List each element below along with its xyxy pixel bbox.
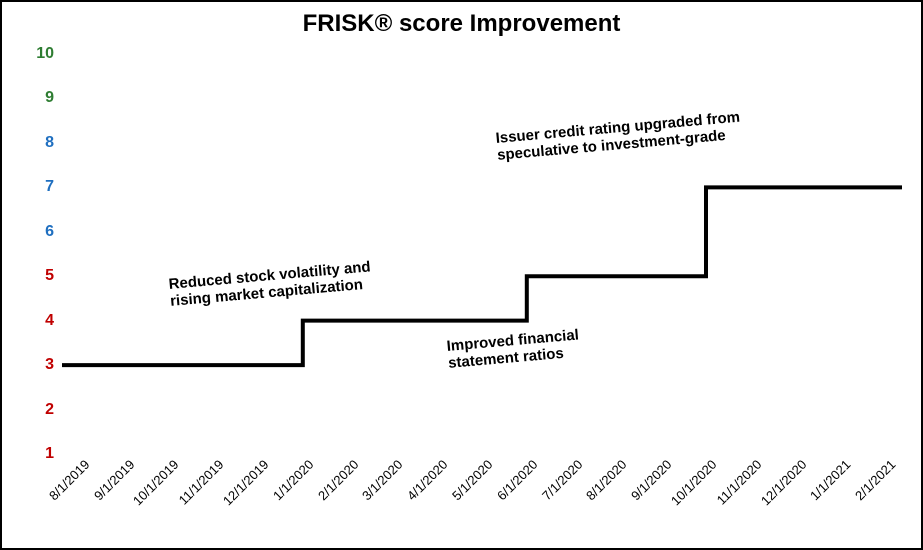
- x-tick-label: 10/1/2020: [665, 454, 719, 508]
- x-tick-label: 2/1/2020: [312, 454, 361, 503]
- chart-frame: FRISK® score Improvement 123456789108/1/…: [0, 0, 923, 550]
- x-tick-label: 5/1/2020: [446, 454, 495, 503]
- x-tick-label: 11/1/2020: [711, 454, 765, 508]
- x-tick-label: 11/1/2019: [173, 454, 227, 508]
- x-tick-label: 10/1/2019: [127, 454, 181, 508]
- x-tick-label: 1/1/2020: [267, 454, 316, 503]
- y-tick-label: 4: [45, 312, 62, 330]
- chart-title: FRISK® score Improvement: [2, 10, 921, 38]
- x-tick-label: 7/1/2020: [536, 454, 585, 503]
- x-tick-label: 12/1/2020: [755, 454, 809, 508]
- x-tick-label: 6/1/2020: [491, 454, 540, 503]
- plot-area: 123456789108/1/20199/1/201910/1/201911/1…: [62, 54, 902, 454]
- x-tick-label: 8/1/2020: [581, 454, 630, 503]
- y-tick-label: 9: [45, 89, 62, 107]
- x-tick-label: 12/1/2019: [217, 454, 271, 508]
- y-tick-label: 8: [45, 134, 62, 152]
- y-tick-label: 3: [45, 356, 62, 374]
- x-tick-label: 1/1/2021: [805, 454, 854, 503]
- x-tick-label: 3/1/2020: [357, 454, 406, 503]
- x-tick-label: 2/1/2021: [849, 454, 898, 503]
- y-tick-label: 7: [45, 178, 62, 196]
- y-tick-label: 10: [36, 45, 62, 63]
- y-tick-label: 1: [45, 445, 62, 463]
- y-tick-label: 2: [45, 401, 62, 419]
- step-line-series: [62, 54, 902, 454]
- y-tick-label: 6: [45, 223, 62, 241]
- x-tick-label: 4/1/2020: [401, 454, 450, 503]
- y-tick-label: 5: [45, 267, 62, 285]
